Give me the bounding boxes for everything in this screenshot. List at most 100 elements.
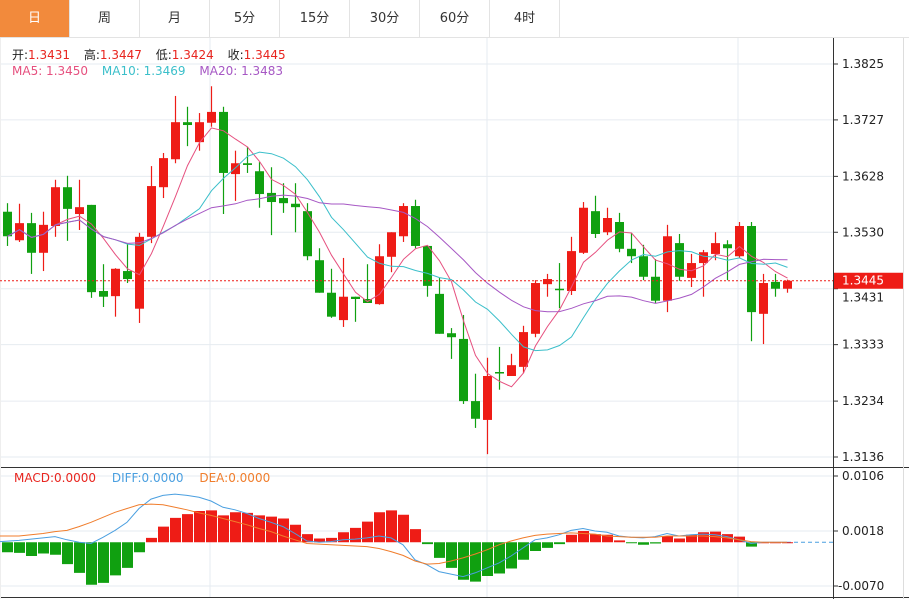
macd-bar bbox=[650, 542, 661, 544]
tab-5min[interactable]: 5分 bbox=[210, 0, 280, 37]
candle-body bbox=[399, 206, 408, 237]
candle bbox=[231, 150, 240, 201]
candle bbox=[255, 162, 264, 208]
candle-body bbox=[315, 260, 324, 293]
candle-body bbox=[747, 225, 756, 313]
macd-bar bbox=[146, 537, 157, 543]
macd-bar bbox=[542, 542, 553, 548]
tab-4h[interactable]: 4时 bbox=[490, 0, 560, 37]
candle-body bbox=[531, 283, 540, 334]
tab-15min[interactable]: 15分 bbox=[280, 0, 350, 37]
tab-60min[interactable]: 60分 bbox=[420, 0, 490, 37]
macd-bar bbox=[2, 542, 13, 553]
candle-body bbox=[3, 211, 12, 237]
candle bbox=[675, 233, 684, 281]
macd-bar bbox=[206, 510, 217, 543]
ma20-value: MA20: 1.3483 bbox=[199, 64, 284, 78]
candle-body bbox=[267, 192, 276, 203]
candle-body bbox=[639, 256, 648, 277]
macd-bar bbox=[626, 542, 637, 544]
macd-bar bbox=[158, 526, 169, 543]
macd-bar bbox=[122, 542, 133, 568]
candle bbox=[483, 357, 492, 455]
candle bbox=[87, 204, 96, 298]
tab-day[interactable]: 日 bbox=[0, 0, 70, 37]
macd-legend: MACD:0.0000 DIFF:0.0000 DEA:0.0000 bbox=[14, 471, 270, 485]
candle-body bbox=[555, 288, 564, 291]
candle-body bbox=[123, 271, 132, 280]
macd-bar bbox=[410, 529, 421, 543]
candle-body bbox=[387, 232, 396, 257]
open-label: 开: bbox=[12, 48, 29, 62]
macd-bar bbox=[278, 518, 289, 543]
candle bbox=[63, 175, 72, 241]
candle-body bbox=[15, 223, 24, 241]
candle bbox=[783, 279, 792, 293]
candle bbox=[471, 373, 480, 428]
candle bbox=[339, 257, 348, 327]
ma-legend: MA5: 1.3450 MA10: 1.3469 MA20: 1.3483 bbox=[12, 64, 283, 78]
tab-month[interactable]: 月 bbox=[140, 0, 210, 37]
candle bbox=[15, 203, 24, 242]
macd-bar bbox=[98, 542, 109, 583]
candle bbox=[423, 245, 432, 297]
candle-body bbox=[339, 296, 348, 321]
candle-body bbox=[615, 221, 624, 249]
candle-body bbox=[495, 372, 504, 374]
candle-body bbox=[459, 338, 468, 402]
candle-body bbox=[219, 111, 228, 173]
y-tick-label: 1.3333 bbox=[842, 338, 884, 352]
macd-bar bbox=[422, 542, 433, 545]
diff-line bbox=[0, 493, 787, 578]
candle bbox=[291, 183, 300, 233]
current-price-badge bbox=[834, 272, 903, 289]
ma20-line bbox=[7, 194, 788, 313]
macd-bar bbox=[266, 516, 277, 543]
ma10-line bbox=[7, 151, 788, 352]
candle-body bbox=[471, 401, 480, 419]
candle-body bbox=[327, 292, 336, 317]
tab-30min[interactable]: 30分 bbox=[350, 0, 420, 37]
candle bbox=[111, 268, 120, 317]
macd-value: MACD:0.0000 bbox=[14, 471, 97, 485]
macd-bar bbox=[662, 536, 673, 543]
candle bbox=[159, 152, 168, 199]
y-tick-label: 1.3431 bbox=[842, 291, 884, 305]
candle bbox=[3, 203, 12, 246]
candle-body bbox=[579, 207, 588, 253]
candle bbox=[351, 296, 360, 322]
candle bbox=[447, 328, 456, 359]
candle bbox=[651, 259, 660, 303]
macd-bar bbox=[614, 540, 625, 543]
macd-tick-label: -0.0070 bbox=[838, 579, 884, 593]
macd-bar bbox=[566, 534, 577, 543]
candle-body bbox=[771, 281, 780, 289]
macd-bar bbox=[434, 542, 445, 558]
high-label: 高: bbox=[83, 48, 100, 62]
candle-body bbox=[255, 171, 264, 195]
candle-body bbox=[171, 122, 180, 160]
macd-bar bbox=[482, 542, 493, 576]
candle bbox=[699, 249, 708, 297]
tab-week[interactable]: 周 bbox=[70, 0, 140, 37]
macd-bar bbox=[50, 542, 61, 555]
macd-bar bbox=[494, 542, 505, 574]
macd-bar bbox=[62, 542, 73, 565]
candle-body bbox=[567, 251, 576, 292]
macd-bar bbox=[134, 542, 145, 553]
y-tick-label: 1.3530 bbox=[842, 225, 884, 239]
macd-bar bbox=[398, 514, 409, 543]
candle bbox=[183, 106, 192, 147]
candle bbox=[219, 106, 228, 215]
ma5-value: MA5: 1.3450 bbox=[12, 64, 89, 78]
candle bbox=[531, 280, 540, 338]
macd-bar bbox=[74, 542, 85, 573]
candle bbox=[315, 248, 324, 293]
macd-bar bbox=[110, 542, 121, 576]
macd-bar bbox=[638, 542, 649, 545]
macd-bar bbox=[218, 515, 229, 543]
candle bbox=[459, 314, 468, 404]
macd-bar bbox=[686, 534, 697, 543]
macd-bar bbox=[194, 511, 205, 543]
